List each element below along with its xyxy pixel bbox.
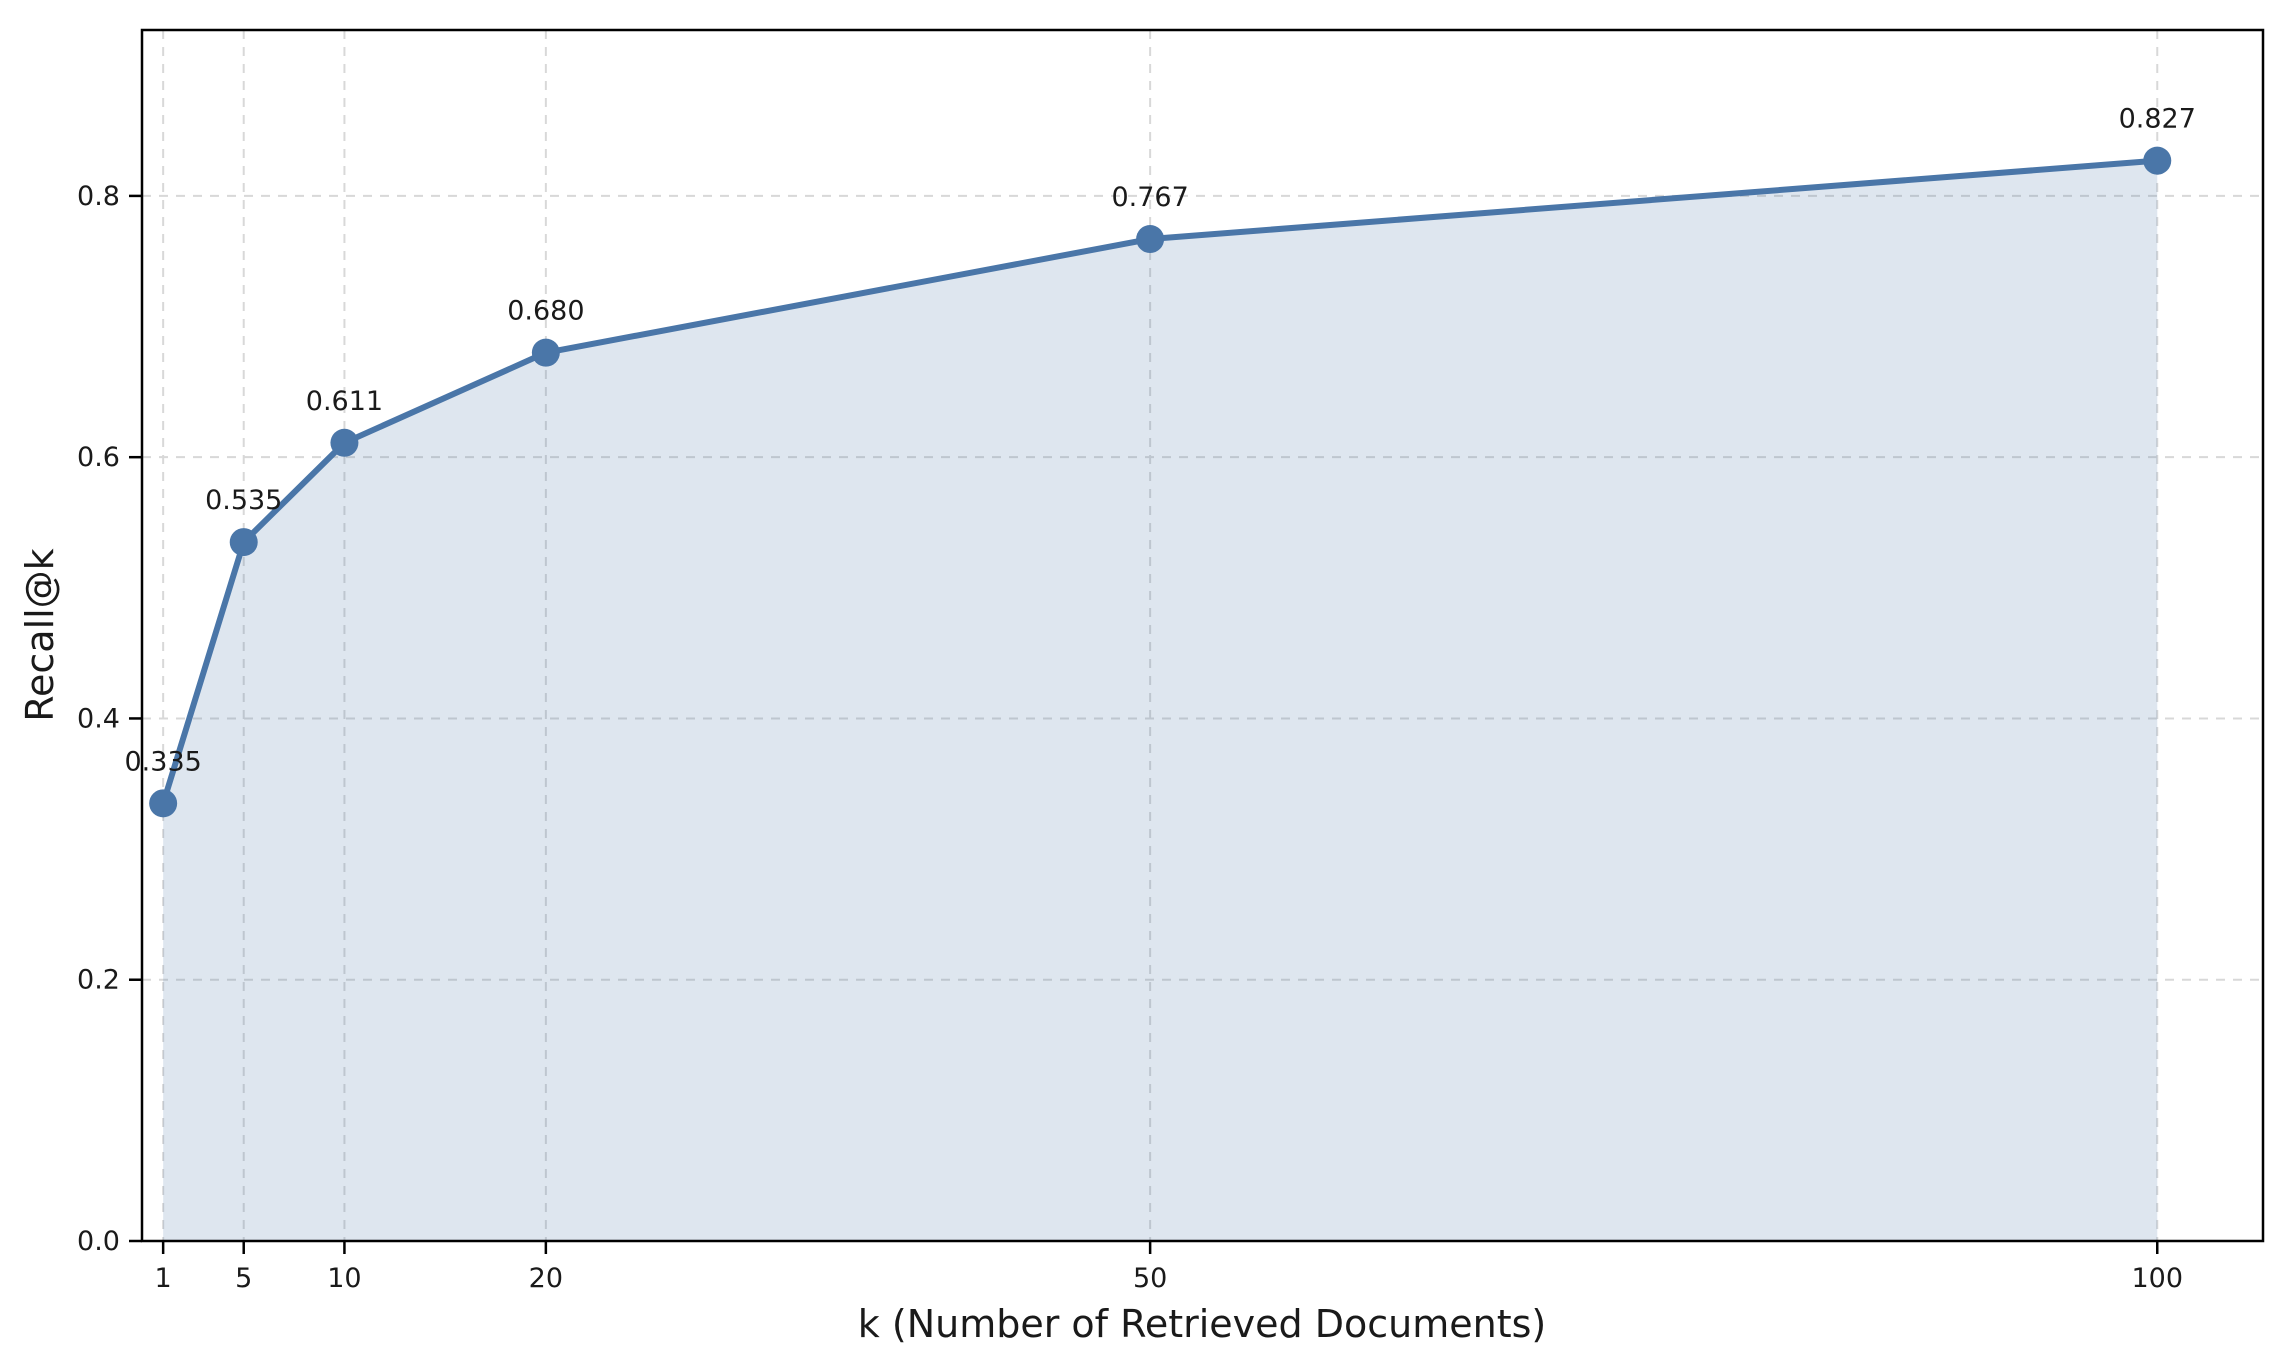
x-tick-label: 20 (529, 1263, 563, 1294)
x-tick-label: 5 (235, 1263, 252, 1294)
recall-line (160, 157, 2161, 807)
y-axis-label: Recall@k (18, 548, 62, 721)
x-tick-label: 50 (1133, 1263, 1167, 1294)
y-tick-label: 0.8 (77, 181, 120, 212)
data-line (160, 157, 2161, 807)
data-point-marker (149, 789, 178, 818)
x-tick-label: 10 (327, 1263, 361, 1294)
y-tick-label: 0.2 (77, 965, 120, 996)
x-tick-label: 1 (155, 1263, 172, 1294)
data-point-marker (330, 428, 359, 457)
y-tick-label: 0.0 (77, 1226, 120, 1257)
point-value-label: 0.611 (306, 386, 383, 417)
area-fill (163, 160, 2158, 1241)
y-tick-label: 0.4 (77, 703, 120, 734)
x-tick-label: 100 (2131, 1263, 2183, 1294)
data-point-marker (531, 338, 560, 367)
data-points (149, 146, 2172, 818)
point-value-label: 0.827 (2119, 104, 2196, 135)
area-fill-shape (163, 160, 2158, 1241)
data-point-marker (229, 528, 258, 557)
point-value-label: 0.767 (1111, 182, 1188, 213)
data-point-marker (2143, 146, 2172, 175)
point-value-label: 0.335 (125, 746, 202, 777)
point-value-label: 0.535 (205, 485, 282, 516)
point-value-label: 0.680 (507, 296, 584, 327)
data-point-marker (1136, 225, 1165, 254)
plot-border (140, 28, 2265, 1243)
point-value-labels: 0.335 0.535 0.611 0.680 0.767 0.827 (125, 104, 2196, 778)
tick-labels: 1 5 10 20 50 100 0.0 0.2 0.4 0.6 0.8 (77, 181, 2183, 1294)
y-tick-label: 0.6 (77, 442, 120, 473)
x-axis-label: k (Number of Retrieved Documents) (858, 1302, 1546, 1346)
axis-ticks (129, 194, 2159, 1254)
